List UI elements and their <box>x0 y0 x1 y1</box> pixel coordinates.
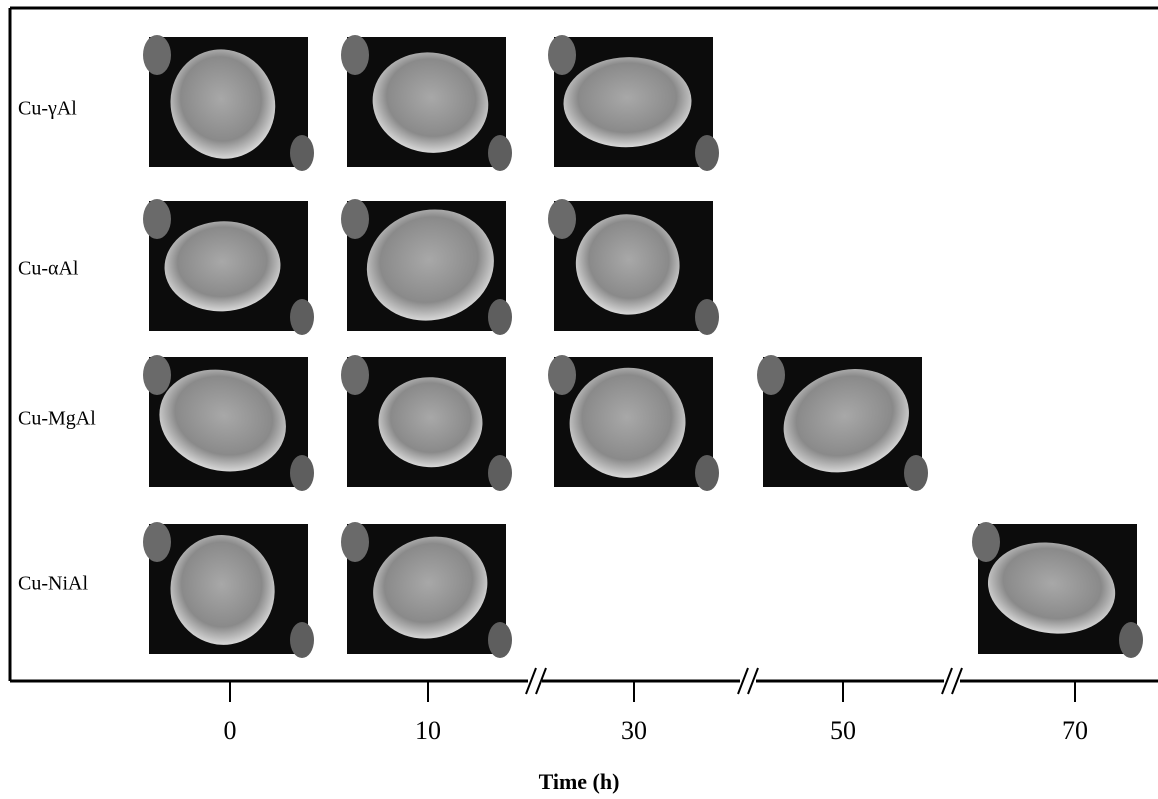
particle <box>783 369 909 473</box>
axis-title: Time (h) <box>539 769 620 794</box>
particle-fragment <box>757 355 785 395</box>
axis-break <box>737 667 759 695</box>
particle-fragment <box>695 135 719 171</box>
particle-fragment <box>290 622 314 658</box>
particle <box>170 535 275 645</box>
particle <box>372 52 489 153</box>
particle-fragment <box>143 355 171 395</box>
row-label: Cu-γAl <box>18 98 77 120</box>
particle-fragment <box>341 355 369 395</box>
particle-fragment <box>488 455 512 491</box>
particle-fragment <box>290 135 314 171</box>
row-label: Cu-MgAl <box>18 408 96 430</box>
particle-fragment <box>972 522 1000 562</box>
row-label: Cu-NiAl <box>18 573 88 595</box>
particle <box>373 536 488 639</box>
particle-fragment <box>341 522 369 562</box>
particle-fragment <box>548 355 576 395</box>
particle-fragment <box>488 299 512 335</box>
particle-fragment <box>341 199 369 239</box>
tick-label: 30 <box>621 716 647 745</box>
particle-fragment <box>695 299 719 335</box>
particle-fragment <box>548 35 576 75</box>
particle-fragment <box>548 199 576 239</box>
particle <box>569 367 686 478</box>
tick-label: 0 <box>224 716 237 745</box>
axis-break <box>525 667 547 695</box>
time-axis <box>10 667 1158 695</box>
particle-fragment <box>488 135 512 171</box>
tick-label: 50 <box>830 716 856 745</box>
particle-fragment <box>488 622 512 658</box>
particle <box>164 221 281 312</box>
particle-fragment <box>143 35 171 75</box>
tick-label: 70 <box>1062 716 1088 745</box>
particle-fragment <box>904 455 928 491</box>
particle-fragment <box>143 199 171 239</box>
particle <box>378 377 483 468</box>
particle <box>987 542 1116 634</box>
axis-break <box>941 667 963 695</box>
particle <box>170 49 276 159</box>
particle <box>159 369 286 472</box>
particle <box>366 209 494 321</box>
particle-fragment <box>290 299 314 335</box>
row-label: Cu-αAl <box>18 258 79 280</box>
particle <box>575 214 680 315</box>
tick-label: 10 <box>415 716 441 745</box>
particle-fragment <box>695 455 719 491</box>
particle-fragment <box>341 35 369 75</box>
particle-fragment <box>143 522 171 562</box>
particle <box>563 57 692 148</box>
particle-fragment <box>1119 622 1143 658</box>
particle-fragment <box>290 455 314 491</box>
